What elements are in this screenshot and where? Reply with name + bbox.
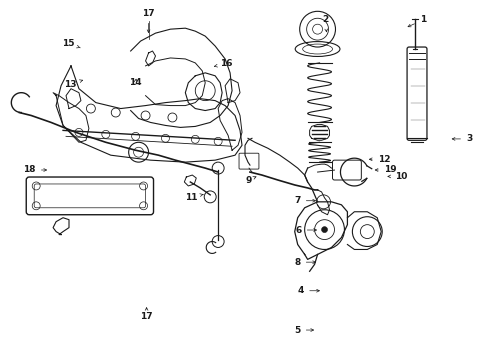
Text: 1: 1 (408, 15, 426, 27)
Text: 8: 8 (294, 258, 316, 267)
Text: 17: 17 (142, 9, 155, 32)
Text: 3: 3 (452, 134, 472, 143)
Text: 6: 6 (295, 225, 317, 234)
Text: 5: 5 (294, 325, 314, 334)
Text: 14: 14 (129, 78, 142, 87)
Text: 13: 13 (64, 80, 83, 89)
Text: 4: 4 (298, 286, 319, 295)
Text: 15: 15 (62, 39, 80, 48)
Text: 10: 10 (388, 172, 407, 181)
Text: 2: 2 (322, 15, 328, 32)
Text: 7: 7 (294, 196, 316, 205)
Text: 19: 19 (375, 166, 396, 175)
Text: 9: 9 (245, 176, 256, 185)
Text: 16: 16 (215, 59, 233, 68)
Circle shape (321, 227, 327, 233)
Text: 11: 11 (185, 193, 203, 202)
Text: 12: 12 (369, 155, 390, 164)
Text: 17: 17 (140, 307, 153, 321)
Text: 18: 18 (24, 166, 47, 175)
